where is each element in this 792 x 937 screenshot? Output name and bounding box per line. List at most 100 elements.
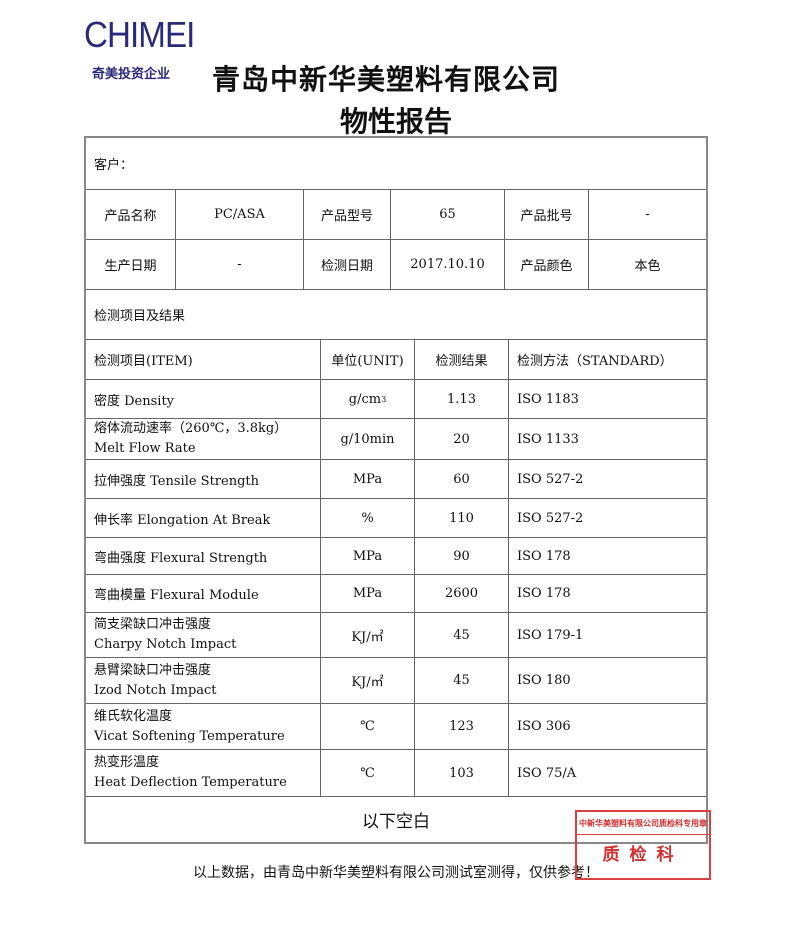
- item-name-en: Heat Deflection Temperature: [94, 775, 287, 790]
- result-cell: 45: [415, 658, 509, 703]
- table-row: 维氏软化温度 Vicat Softening Temperature ℃ 123…: [86, 704, 706, 750]
- item-name: 伸长率 Elongation At Break: [94, 512, 271, 528]
- product-name-value: PC/ASA: [176, 190, 304, 239]
- color-label: 产品颜色: [505, 240, 589, 289]
- method-cell: ISO 179-1: [517, 627, 584, 643]
- item-name: 熔体流动速率（260℃，3.8kg）: [94, 421, 288, 436]
- unit-cell: ℃: [321, 704, 415, 749]
- chimei-logo: CHIMEI: [84, 14, 195, 55]
- blank-below-text: 以下空白: [362, 812, 430, 832]
- header-unit: 单位(UNIT): [321, 340, 415, 379]
- section-row: 检测项目及结果: [86, 290, 706, 340]
- method-cell: ISO 180: [517, 673, 571, 688]
- item-cell: 悬臂梁缺口冲击强度 Izod Notch Impact: [86, 658, 321, 703]
- item-name-en: Vicat Softening Temperature: [94, 728, 285, 744]
- product-name-label: 产品名称: [86, 190, 176, 239]
- unit: KJ/㎡: [351, 675, 384, 690]
- item-cell: 密度 Density: [86, 380, 321, 418]
- result-cell: 45: [415, 613, 509, 657]
- unit: %: [361, 510, 374, 526]
- item-name: 密度 Density: [94, 393, 175, 409]
- customer-label: 客户：: [94, 158, 134, 173]
- unit-cell: KJ/㎡: [321, 658, 415, 703]
- method-cell: ISO 1133: [517, 431, 579, 447]
- report-title: 物性报告: [339, 105, 452, 138]
- item-name: 弯曲模量 Flexural Module: [94, 588, 259, 603]
- company-name: 青岛中新华美塑料有限公司: [212, 63, 561, 96]
- table-row: 拉伸强度 Tensile Strength MPa 60 ISO 527-2: [86, 460, 706, 499]
- method-cell: ISO 178: [517, 586, 571, 601]
- table-row: 伸长率 Elongation At Break % 110 ISO 527-2: [86, 499, 706, 538]
- customer-row: 客户：: [86, 138, 706, 190]
- method-cell: ISO 306: [517, 719, 571, 734]
- unit: g/10min: [340, 431, 395, 447]
- info-row-2: 生产日期 - 检测日期 2017.10.10 产品颜色 本色: [86, 240, 706, 290]
- header-method: 检测方法（STANDARD）: [517, 354, 673, 369]
- unit-cell: MPa: [321, 575, 415, 612]
- result-cell: 103: [415, 750, 509, 796]
- item-name-en: Melt Flow Rate: [94, 441, 196, 456]
- header-result: 检测结果: [415, 340, 509, 379]
- unit: MPa: [352, 471, 383, 487]
- item-name: 维氏软化温度: [94, 708, 173, 724]
- unit-cell: ℃: [321, 750, 415, 796]
- unit-cell: g/cm 3: [321, 380, 415, 418]
- unit: MPa: [352, 586, 383, 601]
- table-row: 熔体流动速率（260℃，3.8kg） Melt Flow Rate g/10mi…: [86, 419, 706, 460]
- production-date-value: -: [176, 240, 304, 289]
- method-cell: ISO 178: [517, 548, 571, 564]
- header-item: 检测项目(ITEM): [86, 340, 321, 379]
- table-row: 简支梁缺口冲击强度 Charpy Notch Impact KJ/㎡ 45 IS…: [86, 613, 706, 658]
- table-row: 弯曲强度 Flexural Strength MPa 90 ISO 178: [86, 538, 706, 575]
- item-cell: 弯曲强度 Flexural Strength: [86, 538, 321, 574]
- unit-cell: KJ/㎡: [321, 613, 415, 657]
- item-cell: 弯曲模量 Flexural Module: [86, 575, 321, 612]
- stamp-top-text: 中新华美塑料有限公司质检科专用章: [577, 812, 709, 835]
- item-cell: 维氏软化温度 Vicat Softening Temperature: [86, 704, 321, 749]
- item-cell: 简支梁缺口冲击强度 Charpy Notch Impact: [86, 613, 321, 657]
- item-name-en: Charpy Notch Impact: [94, 637, 237, 652]
- disclaimer-note: 以上数据，由青岛中新华美塑料有限公司测试室测得，仅供参考！: [193, 865, 599, 881]
- unit: ℃: [360, 719, 375, 734]
- item-cell: 拉伸强度 Tensile Strength: [86, 460, 321, 498]
- method-cell: ISO 527-2: [517, 471, 584, 487]
- item-name: 弯曲强度 Flexural Strength: [94, 550, 268, 566]
- item-cell: 熔体流动速率（260℃，3.8kg） Melt Flow Rate: [86, 419, 321, 459]
- table-row: 悬臂梁缺口冲击强度 Izod Notch Impact KJ/㎡ 45 ISO …: [86, 658, 706, 704]
- item-cell: 伸长率 Elongation At Break: [86, 499, 321, 537]
- unit: ℃: [360, 765, 375, 781]
- item-name: 拉伸强度 Tensile Strength: [94, 473, 260, 489]
- section-title: 检测项目及结果: [94, 309, 186, 324]
- item-name: 热变形温度: [94, 755, 160, 770]
- unit-cell: %: [321, 499, 415, 537]
- unit-cell: MPa: [321, 460, 415, 498]
- item-name: 简支梁缺口冲击强度: [94, 617, 212, 632]
- production-date-label: 生产日期: [86, 240, 176, 289]
- table-row: 热变形温度 Heat Deflection Temperature ℃ 103 …: [86, 750, 706, 797]
- info-row-1: 产品名称 PC/ASA 产品型号 65 产品批号 -: [86, 190, 706, 240]
- method-cell: ISO 1183: [517, 391, 579, 407]
- unit-superscript: 3: [381, 394, 387, 404]
- quality-stamp: 中新华美塑料有限公司质检科专用章 质检科: [575, 810, 711, 880]
- table-row: 密度 Density g/cm 3 1.13 ISO 1183: [86, 380, 706, 419]
- item-cell: 热变形温度 Heat Deflection Temperature: [86, 750, 321, 796]
- table-row: 弯曲模量 Flexural Module MPa 2600 ISO 178: [86, 575, 706, 613]
- item-name-en: Izod Notch Impact: [94, 682, 217, 698]
- result-cell: 90: [415, 538, 509, 574]
- unit-cell: g/10min: [321, 419, 415, 459]
- result-cell: 2600: [415, 575, 509, 612]
- batch-value: -: [645, 207, 650, 222]
- product-model-label: 产品型号: [304, 190, 391, 239]
- color-value: 本色: [634, 259, 661, 274]
- result-cell: 1.13: [415, 380, 509, 418]
- result-cell: 20: [415, 419, 509, 459]
- unit: KJ/㎡: [351, 629, 384, 645]
- result-cell: 110: [415, 499, 509, 537]
- method-cell: ISO 75/A: [517, 765, 577, 781]
- result-cell: 123: [415, 704, 509, 749]
- unit: MPa: [352, 548, 383, 564]
- report-table: 客户： 产品名称 PC/ASA 产品型号 65 产品批号 - 生产日期 - 检测…: [84, 136, 708, 844]
- unit: g/cm: [348, 391, 382, 407]
- header-row: 检测项目(ITEM) 单位(UNIT) 检测结果 检测方法（STANDARD）: [86, 340, 706, 380]
- stamp-bottom-text: 质检科: [602, 845, 684, 865]
